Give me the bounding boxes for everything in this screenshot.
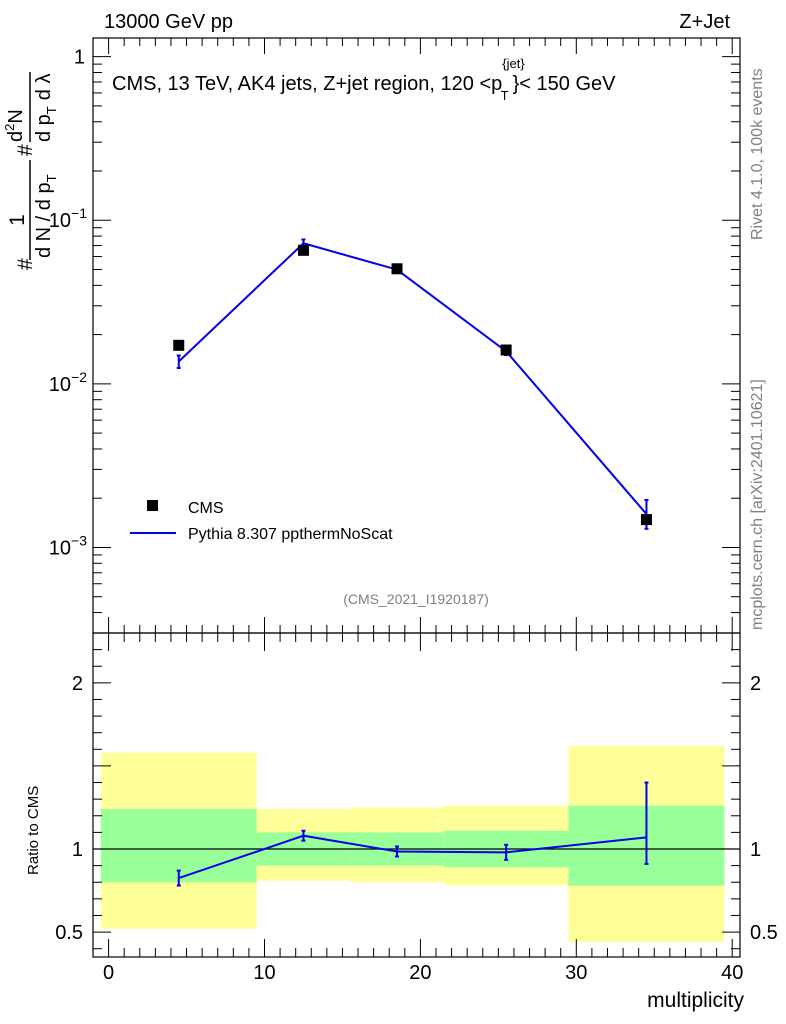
header-right: Z+Jet <box>679 11 730 33</box>
ylabel-hash-1: # <box>14 258 37 270</box>
x-tick-label: 10 <box>253 962 275 984</box>
cms-data-point <box>640 514 652 526</box>
cms-data-point <box>391 263 403 275</box>
header-left: 13000 GeV pp <box>104 11 233 33</box>
plot-title: CMS, 13 TeV, AK4 jets, Z+jet region, 120… <box>112 56 616 103</box>
mcplots-label: mcplots.cern.ch [arXiv:2401.10621] <box>749 379 766 630</box>
ylabel-hash-2: # <box>14 144 37 156</box>
ratio-bands <box>93 745 740 943</box>
ylabel-den2: d pTd λ <box>33 74 59 142</box>
ratio-y-tick-label-left: 2 <box>72 673 83 695</box>
main-y-tick-label: 10−3 <box>49 532 87 559</box>
ratio-frame-box <box>92 632 741 958</box>
main-y-tick-label: 10−1 <box>49 205 87 232</box>
main-y-tick-label: 10−2 <box>49 369 87 396</box>
main-y-axis-label: # 1 d N / d pT # d2N d pTd λ <box>2 72 59 270</box>
legend-cms-label: CMS <box>188 500 224 517</box>
main-y-tick-labels: 1 10−1 10−2 10−3 <box>49 47 87 560</box>
ratio-y-axis-label: Ratio to CMS <box>25 786 42 875</box>
plot-title-sup: {jet} <box>502 56 525 71</box>
ratio-plot-frame <box>92 632 741 958</box>
x-tick-label: 40 <box>721 962 743 984</box>
main-plot-frame <box>92 37 741 634</box>
ratio-y-tick-label-left: 1 <box>72 839 83 861</box>
plot-title-main: CMS, 13 TeV, AK4 jets, Z+jet region, 120… <box>112 73 502 95</box>
rivet-label: Rivet 4.1.0, 100k events <box>749 68 766 240</box>
ratio-y-tick-label-right: 0.5 <box>750 922 778 944</box>
analysis-id: (CMS_2021_I1920187) <box>343 591 489 607</box>
ratio-tick-labels: 2 2 1 1 0.5 0.5 0 10 20 30 40 <box>55 673 778 984</box>
ratio-series <box>176 781 649 887</box>
main-frame-box <box>92 37 741 634</box>
ratio-y-tick-label-left: 0.5 <box>55 922 83 944</box>
ratio-y-tick-label-right: 2 <box>750 673 761 695</box>
cms-data-point <box>297 244 309 256</box>
x-tick-label: 0 <box>103 962 114 984</box>
pythia-line <box>178 242 648 515</box>
x-axis-label: multiplicity <box>647 989 744 1012</box>
legend-pythia-label: Pythia 8.307 ppthermNoScat <box>188 526 393 543</box>
main-series <box>173 238 652 530</box>
plot-title-sub: T <box>501 88 509 103</box>
ylabel-one: 1 <box>6 214 29 226</box>
ratio-axis-ticks <box>92 632 740 957</box>
cms-data-point <box>173 339 185 351</box>
x-tick-label: 20 <box>409 962 431 984</box>
ylabel-num: d2N <box>2 109 27 142</box>
ratio-y-tick-label-right: 1 <box>750 839 761 861</box>
plot-title-end: }< 150 GeV <box>513 73 617 95</box>
legend-cms-marker <box>147 500 158 511</box>
x-tick-label: 30 <box>565 962 587 984</box>
main-y-tick-label: 1 <box>74 47 85 69</box>
main-axis-ticks <box>92 38 740 634</box>
legend: CMS Pythia 8.307 ppthermNoScat <box>130 500 393 543</box>
ylabel-den: d N / d pT <box>33 174 59 258</box>
cms-data-point <box>500 344 512 356</box>
